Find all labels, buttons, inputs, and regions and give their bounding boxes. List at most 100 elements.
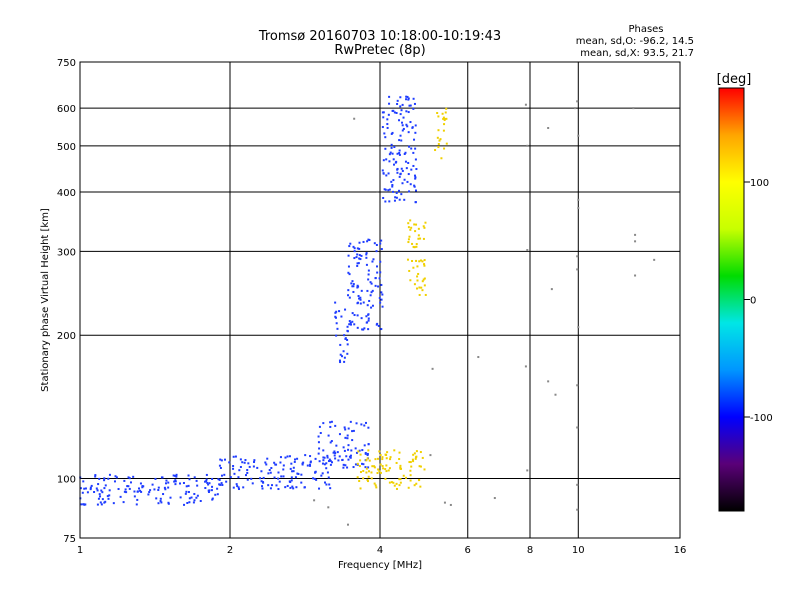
data-point [416,279,419,282]
data-point [259,477,262,480]
data-point [388,188,391,191]
data-point [346,338,349,341]
data-point [524,365,527,368]
data-point [405,476,408,479]
data-point [372,258,375,261]
data-point [260,470,263,473]
data-point [363,327,366,330]
data-point [389,458,392,461]
data-point [94,475,97,478]
data-point [442,129,445,132]
data-point [385,174,388,177]
data-point [524,103,527,106]
data-point [361,449,364,452]
data-point [151,483,154,486]
data-point [388,160,391,163]
data-point [356,462,359,465]
data-point [349,420,352,423]
data-point [108,494,111,497]
data-point [309,455,312,458]
data-point [376,265,379,268]
data-point [419,465,422,468]
data-point [393,484,396,487]
data-point [405,110,408,113]
data-point [391,131,394,134]
data-point [225,480,228,483]
data-point [328,483,331,486]
data-point [318,447,321,450]
data-point [155,497,158,500]
data-point [182,481,185,484]
data-point [348,320,351,323]
data-point [356,326,359,329]
data-point [323,456,326,459]
data-point [414,230,417,233]
data-point [421,289,424,292]
data-point [347,448,350,451]
data-point [357,294,360,297]
data-point [380,248,383,251]
data-point [79,487,82,490]
data-point [290,479,293,482]
data-point [411,260,414,263]
data-point [139,482,142,485]
data-point [238,469,241,472]
data-point [398,119,401,122]
data-point [90,484,93,487]
data-point [286,484,289,487]
data-point [419,237,422,240]
data-point [423,468,426,471]
data-point [410,226,413,229]
data-point [273,461,276,464]
data-point [108,489,111,492]
data-point [327,506,330,509]
data-point [127,485,130,488]
data-point [339,343,342,346]
data-point [378,277,381,280]
data-point [211,477,214,480]
data-point [262,481,265,484]
data-point [379,260,382,263]
data-point [418,286,421,289]
data-point [408,235,411,238]
data-point [409,469,412,472]
data-point [442,117,445,120]
data-point [381,456,384,459]
data-point [256,466,259,469]
data-point [204,487,207,490]
data-point [409,121,412,124]
data-point [576,268,579,271]
data-point [410,168,413,171]
data-point [411,458,414,461]
data-point [437,115,440,118]
data-point [402,474,405,477]
data-point [356,264,359,267]
data-point [334,311,337,314]
data-point [413,184,416,187]
data-point [398,458,401,461]
data-point [407,238,410,241]
x-tick-label: 1 [77,545,83,556]
data-point [390,146,393,149]
data-point [382,467,385,470]
data-point [356,284,359,287]
data-point [634,233,637,236]
data-point [83,487,86,490]
data-point [363,444,366,447]
data-point [377,285,380,288]
data-point [371,465,374,468]
data-point [407,97,410,100]
data-point [234,455,237,458]
data-point [577,326,580,329]
data-point [377,468,380,471]
data-point [126,485,129,488]
data-point [288,455,291,458]
data-point [423,284,426,287]
data-point [184,492,187,495]
data-point [414,158,417,161]
data-point [398,139,401,142]
data-point [386,123,389,126]
data-point [415,259,418,262]
data-point [318,425,321,428]
data-point [365,315,368,318]
